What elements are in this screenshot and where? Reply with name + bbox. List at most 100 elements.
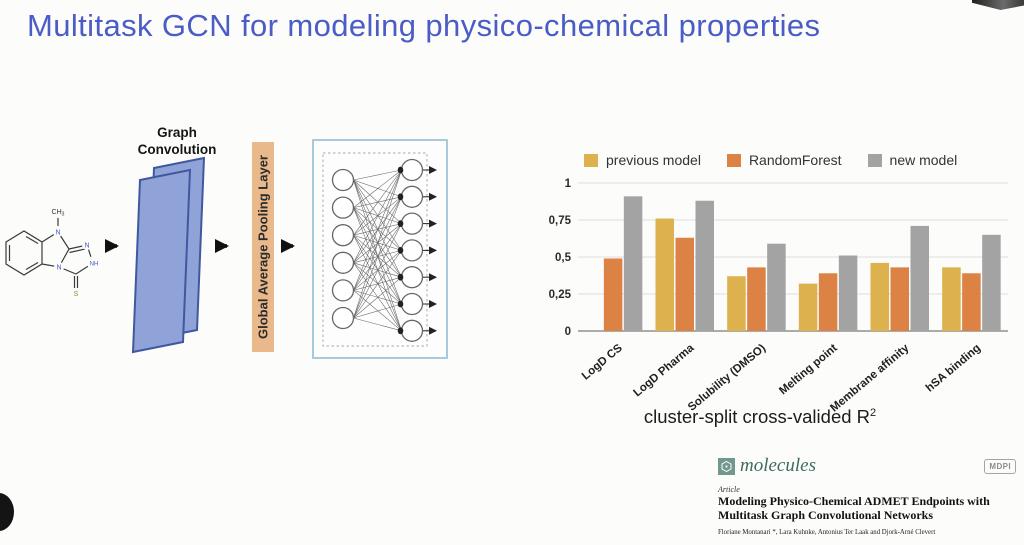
nn-input-node bbox=[331, 224, 355, 247]
journal-header: molecules MDPI bbox=[718, 455, 1016, 477]
nn-edge bbox=[353, 169, 402, 263]
bar-new-model bbox=[838, 255, 858, 331]
nn-output-node bbox=[400, 319, 424, 342]
slide-title: Multitask GCN for modeling physico-chemi… bbox=[27, 8, 821, 43]
nn-output-node bbox=[400, 266, 424, 289]
bar-RandomForest bbox=[890, 267, 909, 331]
nn-edge bbox=[353, 196, 402, 319]
gcn-layer-front bbox=[131, 168, 192, 354]
legend-label: RandomForest bbox=[748, 152, 842, 168]
nn-edge bbox=[353, 235, 402, 331]
nn-input-node bbox=[331, 168, 355, 192]
legend-swatch bbox=[726, 153, 741, 167]
journal-name: molecules bbox=[740, 455, 816, 476]
bar-new-model bbox=[623, 196, 643, 331]
nn-edge bbox=[353, 169, 402, 236]
nn-edge bbox=[353, 169, 402, 291]
bar-new-model bbox=[910, 225, 929, 331]
results-bar-chart: 0 0,25 0,5 0,75 1 LogD CS LogD PharmaSolubilit… bbox=[549, 178, 1008, 415]
pooling-bar bbox=[252, 142, 274, 352]
nn-edge-arrowhead-cluster bbox=[397, 220, 404, 228]
nn-edge-arrowhead-cluster bbox=[397, 193, 404, 201]
methyl-label: CH3 bbox=[52, 209, 65, 218]
bar-previous-model bbox=[798, 283, 818, 331]
nn-edge bbox=[353, 303, 402, 319]
nn-nodes-and-edges bbox=[331, 158, 437, 342]
paper-authors: Floriane Montanari *, Lara Kuhnke, Anton… bbox=[718, 528, 936, 536]
molecules-logo-icon bbox=[718, 457, 735, 475]
nh-label: NH bbox=[90, 262, 99, 268]
pooling-layer: Global Average Pooling Layer bbox=[252, 142, 274, 352]
article-label: Article bbox=[718, 485, 740, 494]
bar-previous-model bbox=[655, 218, 674, 331]
nn-edge bbox=[353, 207, 402, 251]
nn-edge bbox=[353, 235, 402, 305]
chart-caption-superscript: 2 bbox=[870, 406, 877, 419]
nn-edge bbox=[353, 234, 402, 251]
molecule-structure: CH3 N N N NH S bbox=[5, 204, 101, 298]
nn-edge bbox=[353, 207, 402, 278]
bar-previous-model bbox=[942, 267, 961, 331]
nn-input-node bbox=[331, 196, 355, 219]
nn-edge-arrowhead-cluster bbox=[397, 300, 404, 308]
nn-input-node bbox=[331, 251, 355, 274]
edge-decoration bbox=[0, 493, 14, 531]
nn-edge-arrowhead-cluster bbox=[397, 327, 404, 335]
nn-edge bbox=[353, 169, 402, 181]
bar-new-model bbox=[695, 200, 714, 331]
graph-convolution-layers: Graph Convolution bbox=[131, 125, 217, 354]
nn-edge-arrowhead-cluster bbox=[397, 247, 404, 254]
bar-RandomForest bbox=[818, 273, 838, 331]
nn-edge bbox=[353, 169, 402, 208]
bar-RandomForest bbox=[675, 237, 694, 331]
x-category-label: Membrane affinity bbox=[828, 342, 912, 415]
chart-legend: previous model RandomForest new model bbox=[584, 152, 957, 168]
legend-item: RandomForest bbox=[726, 152, 842, 168]
legend-item: previous model bbox=[584, 152, 701, 168]
nn-edge bbox=[353, 179, 402, 251]
legend-item: new model bbox=[867, 152, 958, 168]
x-category-label: Solubility (DMSO) bbox=[686, 342, 768, 414]
nn-edge bbox=[353, 317, 402, 332]
nn-output-node bbox=[400, 158, 424, 182]
corner-decoration bbox=[972, 0, 1024, 10]
nn-edge bbox=[353, 179, 402, 278]
bar-new-model bbox=[982, 234, 1001, 331]
chart-caption-text: cluster-split cross-valided R bbox=[643, 406, 871, 427]
nn-edge bbox=[353, 250, 402, 319]
nn-dashed-box bbox=[322, 152, 428, 347]
nn-edge-arrowhead-cluster bbox=[397, 273, 404, 281]
paper-reference: molecules MDPI Article Modeling Physico-… bbox=[718, 455, 1016, 536]
paper-title: Modeling Physico-Chemical ADMET Endpoint… bbox=[718, 494, 990, 522]
nn-input-node bbox=[331, 306, 355, 330]
legend-label: previous model bbox=[606, 152, 701, 168]
graph-convolution-label-line2: Convolution bbox=[138, 142, 217, 157]
y-tick-label: 0,75 bbox=[549, 215, 572, 227]
bar-RandomForest bbox=[747, 267, 766, 331]
x-category-label: hSA binding bbox=[924, 342, 983, 394]
nn-output-node bbox=[400, 292, 424, 316]
y-tick-label: 0,25 bbox=[549, 289, 572, 301]
y-tick-label: 1 bbox=[565, 178, 572, 190]
nn-edge bbox=[353, 276, 402, 319]
bar-previous-model bbox=[727, 276, 746, 331]
gcn-architecture-diagram: CH3 N N N NH S Graph Convolution Global … bbox=[5, 125, 448, 359]
nn-edge bbox=[353, 234, 402, 278]
nitrogen-bottom-label: N bbox=[56, 265, 61, 272]
y-tick-label: 0 bbox=[565, 326, 571, 338]
nn-edge-arrowhead-cluster bbox=[397, 166, 404, 174]
bar-RandomForest bbox=[962, 273, 981, 331]
nn-input-node bbox=[331, 279, 355, 302]
legend-swatch bbox=[867, 153, 882, 167]
nn-output-node bbox=[400, 185, 424, 208]
x-category-label: Melting point bbox=[777, 342, 840, 397]
sulfur-label: S bbox=[74, 291, 79, 298]
graph-convolution-label-line1: Graph bbox=[157, 125, 197, 140]
pooling-label: Global Average Pooling Layer bbox=[256, 155, 271, 339]
legend-label: new model bbox=[889, 152, 958, 168]
x-category-label: LogD CS bbox=[580, 342, 625, 383]
bar-new-model bbox=[767, 243, 786, 331]
y-tick-label: 0,5 bbox=[555, 252, 572, 264]
nn-edge bbox=[353, 262, 402, 278]
